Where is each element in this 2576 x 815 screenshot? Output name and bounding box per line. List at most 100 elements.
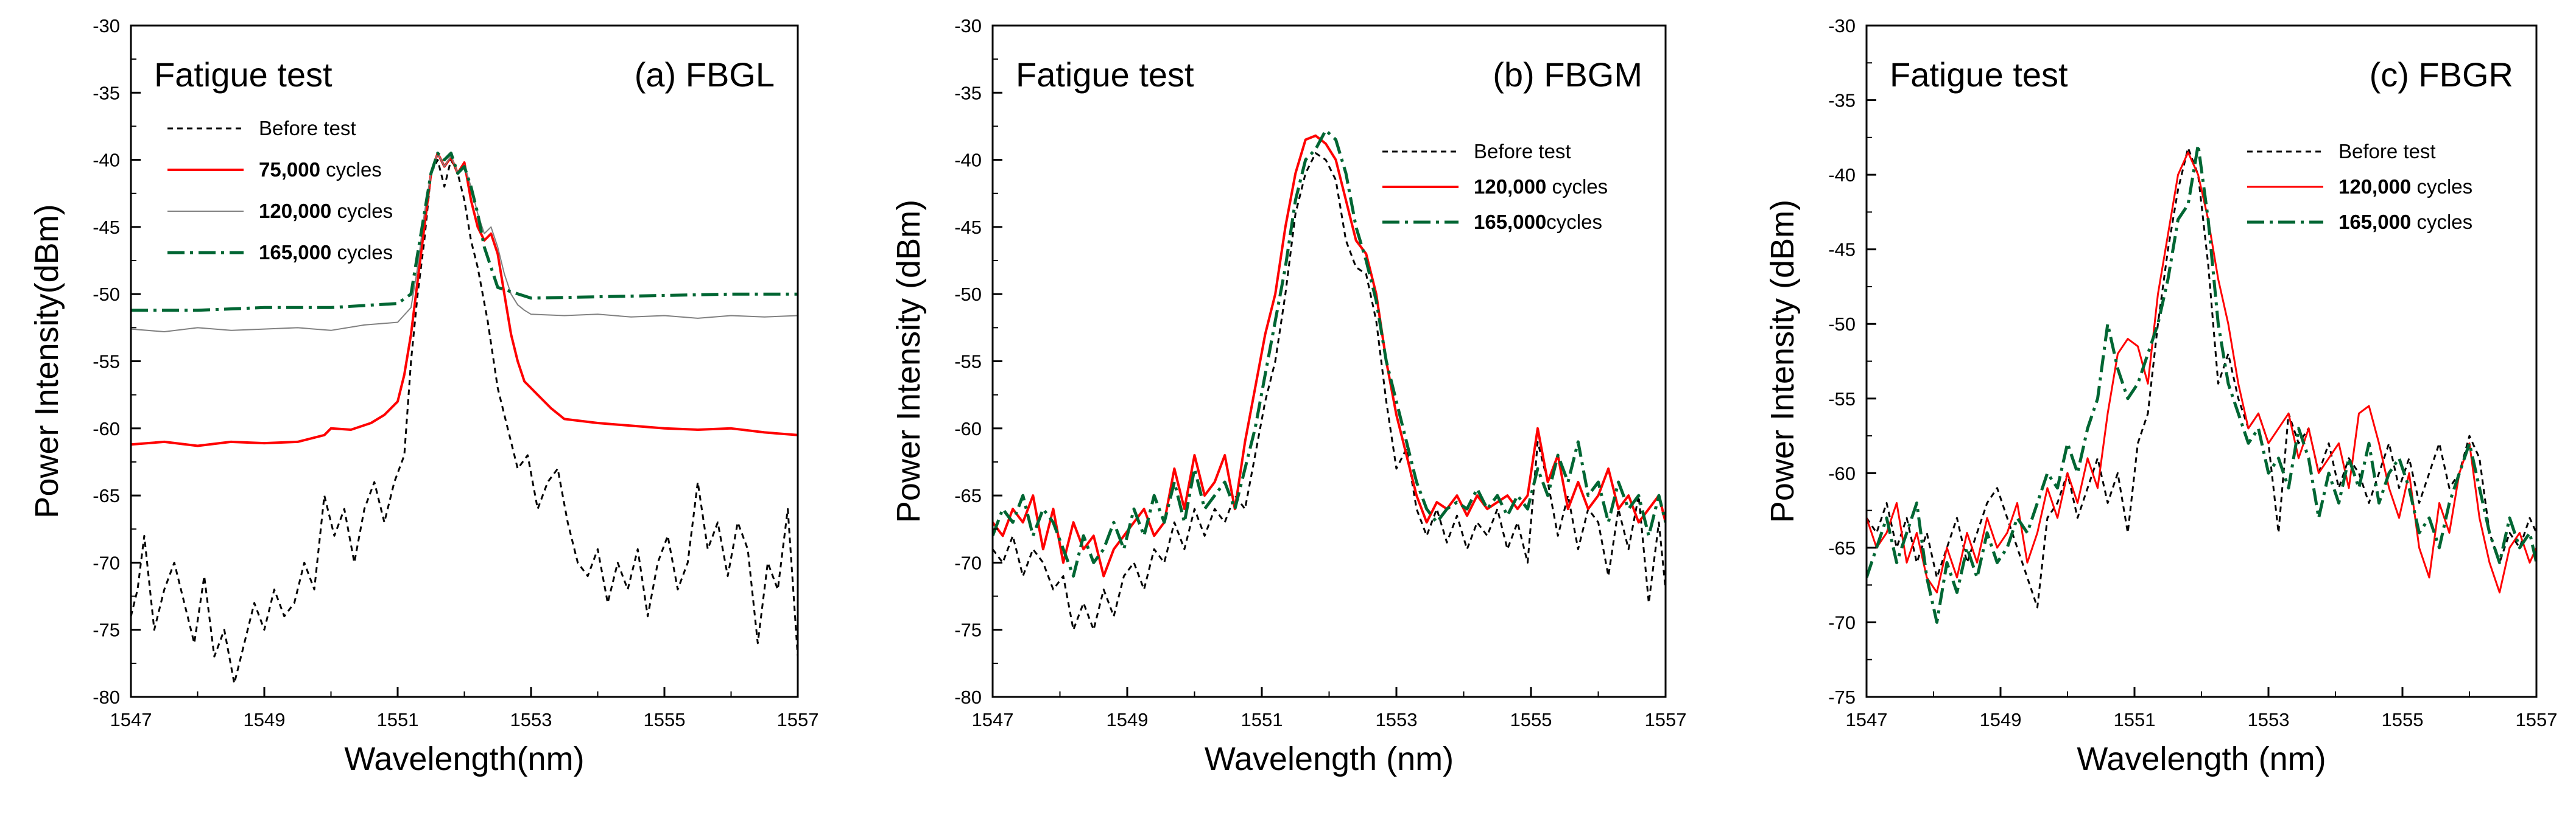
x-tick-label: 1555 [2382, 709, 2424, 730]
legend-count: 120,000 [259, 200, 331, 222]
legend-text: Before test [259, 117, 356, 139]
x-tick-label: 1557 [2516, 709, 2558, 730]
y-tick-label: -45 [954, 217, 982, 238]
legend-text: cycles [2411, 211, 2472, 233]
y-tick-label: -80 [954, 687, 982, 708]
legend-text: cycles [2411, 175, 2472, 198]
x-tick-label: 1549 [1980, 709, 2022, 730]
x-tick-label: 1553 [1376, 709, 1418, 730]
y-tick-label: -40 [1828, 164, 1856, 186]
x-tick-label: 1549 [244, 709, 286, 730]
legend-text: cycles [331, 241, 393, 264]
legend-label: 120,000 cycles [1474, 175, 1608, 198]
panel-label: (c) FBGR [2370, 55, 2513, 94]
x-tick-label: 1557 [777, 709, 819, 730]
x-tick-label: 1555 [1510, 709, 1552, 730]
y-tick-label: -50 [1828, 313, 1856, 335]
series-line-4 [131, 152, 798, 312]
y-tick-label: -80 [93, 687, 120, 708]
x-tick-label: 1553 [2248, 709, 2290, 730]
legend-label: 120,000 cycles [2338, 175, 2472, 198]
y-tick-label: -55 [1828, 388, 1856, 410]
y-axis-title: Power Intensity (dBm) [1764, 200, 1801, 523]
y-tick-label: -65 [1828, 537, 1856, 559]
x-tick-label: 1557 [1645, 709, 1687, 730]
x-tick-label: 1549 [1107, 709, 1149, 730]
y-tick-label: -45 [93, 217, 120, 238]
legend-count: 120,000 [2338, 175, 2411, 198]
y-tick-label: -45 [1828, 239, 1856, 261]
panel-title: Fatigue test [154, 55, 333, 94]
y-tick-label: -40 [954, 150, 982, 171]
plot-frame [991, 24, 1667, 698]
plot-frame [130, 24, 799, 698]
y-tick-label: -30 [1828, 15, 1856, 37]
series-line-2 [993, 134, 1666, 578]
y-tick-label: -60 [1828, 463, 1856, 484]
y-tick-label: -75 [954, 620, 982, 641]
legend-count: 75,000 [259, 158, 320, 181]
series-line-3 [131, 152, 798, 332]
y-tick-label: -55 [954, 351, 982, 373]
y-tick-label: -70 [954, 552, 982, 573]
x-tick-label: 1551 [1241, 709, 1283, 730]
legend-count: 165,000 [259, 241, 331, 264]
legend-text: Before test [2338, 140, 2436, 163]
y-tick-label: -60 [954, 418, 982, 439]
legend-text: Before test [1474, 140, 1571, 163]
x-tick-label: 1553 [510, 709, 552, 730]
series-line-1 [993, 152, 1666, 631]
legend-label: 165,000 cycles [2338, 211, 2472, 233]
y-tick-label: -75 [93, 620, 120, 641]
x-tick-label: 1551 [377, 709, 419, 730]
x-tick-label: 1547 [110, 709, 152, 730]
legend-count: 120,000 [1474, 175, 1546, 198]
y-tick-label: -35 [93, 82, 120, 103]
y-tick-label: -75 [1828, 687, 1856, 708]
legend-text: cycles [320, 158, 382, 181]
legend-label: 75,000 cycles [259, 158, 382, 181]
x-axis-title: Wavelength (nm) [2077, 741, 2326, 777]
series-line-1 [131, 159, 798, 685]
y-tick-label: -60 [93, 418, 120, 439]
plot-frame [1865, 24, 2538, 698]
legend-text: cycles [1546, 175, 1608, 198]
legend-label: 165,000 cycles [259, 241, 393, 264]
series-line-1 [1867, 147, 2536, 609]
panel-title: Fatigue test [1016, 55, 1194, 94]
legend-text: cycles [331, 200, 393, 222]
legend-label: Before test [2338, 140, 2436, 163]
legend-label: 120,000 cycles [259, 200, 393, 222]
y-axis-title: Power Intensity(dBm) [29, 204, 65, 518]
panel-label: (b) FBGM [1493, 55, 1642, 94]
x-axis-title: Wavelength(nm) [344, 741, 584, 777]
legend-text: cycles [1546, 211, 1602, 233]
y-tick-label: -55 [93, 351, 120, 373]
y-tick-label: -65 [954, 485, 982, 506]
y-tick-label: -50 [93, 284, 120, 305]
x-tick-label: 1555 [644, 709, 686, 730]
series-line-3 [1867, 143, 2536, 624]
x-tick-label: 1547 [972, 709, 1014, 730]
panel-title: Fatigue test [1890, 55, 2068, 94]
panel-label: (a) FBGL [635, 55, 775, 94]
series-line-2 [1867, 151, 2536, 593]
y-tick-label: -30 [93, 15, 120, 37]
legend-label: Before test [1474, 140, 1571, 163]
legend-count: 165,000 [1474, 211, 1546, 233]
legend-label: Before test [259, 117, 356, 139]
x-tick-label: 1547 [1846, 709, 1888, 730]
y-tick-label: -35 [1828, 90, 1856, 111]
y-tick-label: -35 [954, 82, 982, 103]
x-tick-label: 1551 [2114, 709, 2156, 730]
y-tick-label: -30 [954, 15, 982, 37]
x-axis-title: Wavelength (nm) [1205, 741, 1454, 777]
